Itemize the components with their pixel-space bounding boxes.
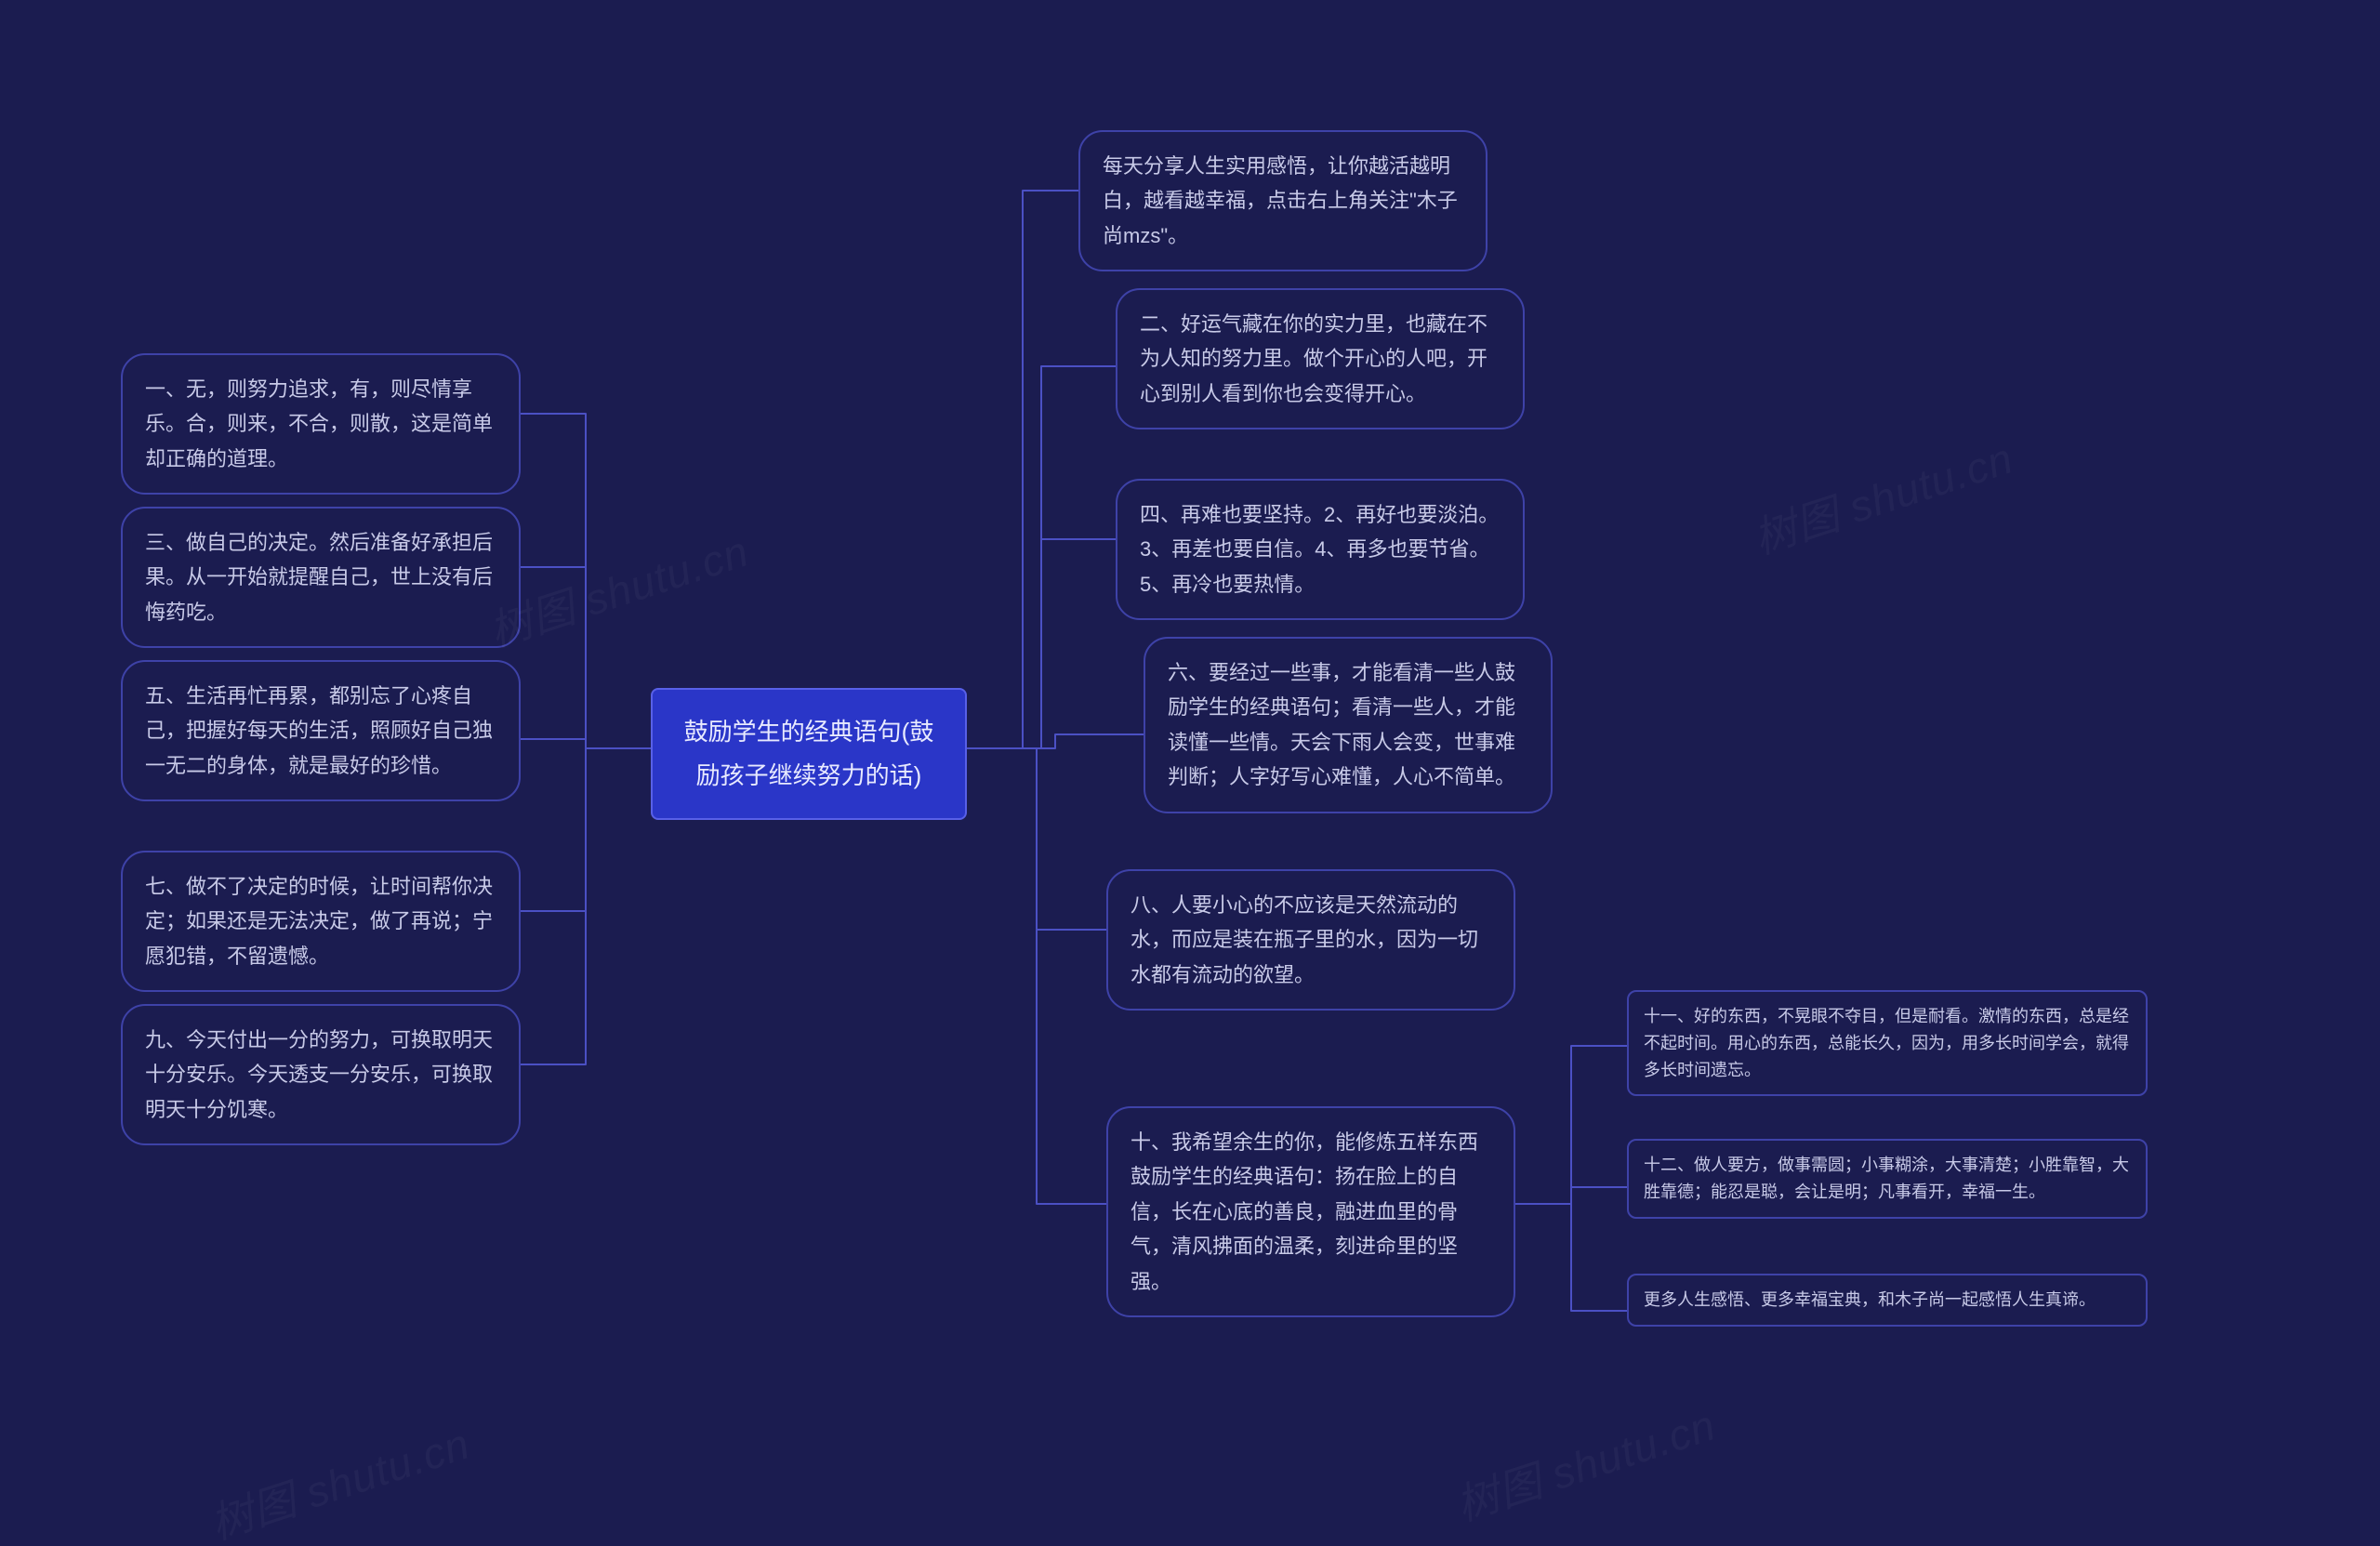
sub-node-label: 十二、做人要方，做事需圆；小事糊涂，大事清楚；小胜靠智，大胜靠德；能忍是聪，会让… [1644, 1156, 2129, 1201]
right-node-label: 每天分享人生实用感悟，让你越活越明白，越看越幸福，点击右上角关注"木子尚mzs"… [1103, 154, 1458, 247]
connector [1515, 1204, 1627, 1311]
left-node-l1[interactable]: 一、无，则努力追求，有，则尽情享乐。合，则来，不合，则散，这是简单却正确的道理。 [121, 353, 521, 495]
right-node-label: 二、好运气藏在你的实力里，也藏在不为人知的努力里。做个开心的人吧，开心到别人看到… [1140, 312, 1488, 405]
center-node[interactable]: 鼓励学生的经典语句(鼓励孩子继续努力的话) [651, 688, 967, 820]
connector [967, 191, 1078, 748]
connector [967, 734, 1144, 748]
left-node-label: 五、生活再忙再累，都别忘了心疼自己，把握好每天的生活，照顾好自己独一无二的身体，… [145, 684, 493, 777]
connector [521, 567, 651, 748]
right-node-label: 六、要经过一些事，才能看清一些人鼓励学生的经典语句；看清一些人，才能读懂一些情。… [1168, 661, 1515, 788]
connector [967, 539, 1116, 748]
connector [1515, 1187, 1627, 1204]
left-node-l5[interactable]: 五、生活再忙再累，都别忘了心疼自己，把握好每天的生活，照顾好自己独一无二的身体，… [121, 660, 521, 801]
sub-node-s12[interactable]: 十二、做人要方，做事需圆；小事糊涂，大事清楚；小胜靠智，大胜靠德；能忍是聪，会让… [1627, 1139, 2148, 1219]
sub-node-label: 更多人生感悟、更多幸福宝典，和木子尚一起感悟人生真谛。 [1644, 1290, 2096, 1309]
right-node-r10[interactable]: 十、我希望余生的你，能修炼五样东西鼓励学生的经典语句：扬在脸上的自信，长在心底的… [1106, 1106, 1515, 1317]
connector [521, 748, 651, 1064]
left-node-label: 三、做自己的决定。然后准备好承担后果。从一开始就提醒自己，世上没有后悔药吃。 [145, 531, 493, 624]
right-node-label: 十、我希望余生的你，能修炼五样东西鼓励学生的经典语句：扬在脸上的自信，长在心底的… [1130, 1130, 1478, 1293]
left-node-l9[interactable]: 九、今天付出一分的努力，可换取明天十分安乐。今天透支一分安乐，可换取明天十分饥寒… [121, 1004, 521, 1145]
right-node-r2[interactable]: 二、好运气藏在你的实力里，也藏在不为人知的努力里。做个开心的人吧，开心到别人看到… [1116, 288, 1525, 429]
right-node-label: 四、再难也要坚持。2、再好也要淡泊。3、再差也要自信。4、再多也要节省。5、再冷… [1140, 503, 1499, 596]
right-node-r6[interactable]: 六、要经过一些事，才能看清一些人鼓励学生的经典语句；看清一些人，才能读懂一些情。… [1144, 637, 1553, 813]
left-node-label: 九、今天付出一分的努力，可换取明天十分安乐。今天透支一分安乐，可换取明天十分饥寒… [145, 1028, 493, 1121]
connector [967, 748, 1106, 1204]
mindmap-canvas: 鼓励学生的经典语句(鼓励孩子继续努力的话) 一、无，则努力追求，有，则尽情享乐。… [0, 0, 2380, 1546]
left-node-label: 七、做不了决定的时候，让时间帮你决定；如果还是无法决定，做了再说；宁愿犯错，不留… [145, 875, 493, 968]
connector [521, 739, 651, 748]
sub-node-label: 十一、好的东西，不晃眼不夺目，但是耐看。激情的东西，总是经不起时间。用心的东西，… [1644, 1007, 2129, 1079]
left-node-l7[interactable]: 七、做不了决定的时候，让时间帮你决定；如果还是无法决定，做了再说；宁愿犯错，不留… [121, 851, 521, 992]
right-node-r4[interactable]: 四、再难也要坚持。2、再好也要淡泊。3、再差也要自信。4、再多也要节省。5、再冷… [1116, 479, 1525, 620]
right-node-r8[interactable]: 八、人要小心的不应该是天然流动的水，而应是装在瓶子里的水，因为一切水都有流动的欲… [1106, 869, 1515, 1011]
right-node-label: 八、人要小心的不应该是天然流动的水，而应是装在瓶子里的水，因为一切水都有流动的欲… [1130, 893, 1478, 986]
connector [1515, 1046, 1627, 1204]
right-node-r0[interactable]: 每天分享人生实用感悟，让你越活越明白，越看越幸福，点击右上角关注"木子尚mzs"… [1078, 130, 1488, 271]
center-node-label: 鼓励学生的经典语句(鼓励孩子继续努力的话) [684, 718, 934, 789]
sub-node-s13[interactable]: 更多人生感悟、更多幸福宝典，和木子尚一起感悟人生真谛。 [1627, 1274, 2148, 1327]
sub-node-s11[interactable]: 十一、好的东西，不晃眼不夺目，但是耐看。激情的东西，总是经不起时间。用心的东西，… [1627, 990, 2148, 1096]
left-node-label: 一、无，则努力追求，有，则尽情享乐。合，则来，不合，则散，这是简单却正确的道理。 [145, 377, 493, 470]
left-node-l3[interactable]: 三、做自己的决定。然后准备好承担后果。从一开始就提醒自己，世上没有后悔药吃。 [121, 507, 521, 648]
